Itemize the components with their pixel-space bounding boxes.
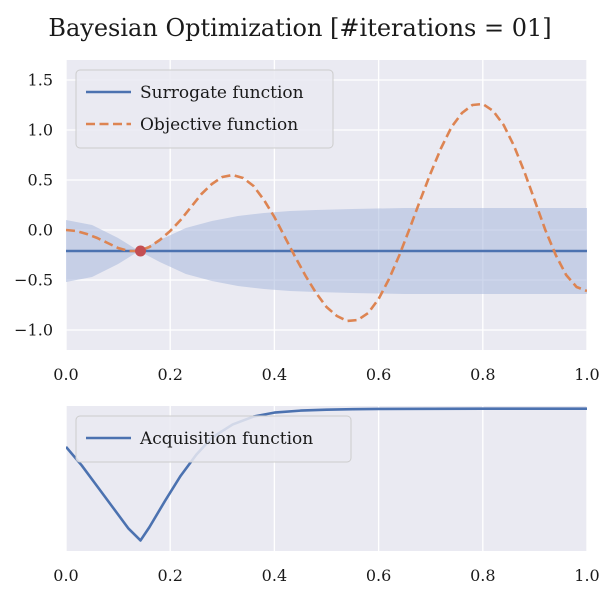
legend-label: Objective function (140, 115, 298, 135)
chart-title: Bayesian Optimization [#iterations = 01] (48, 14, 551, 42)
legend-box (75, 69, 334, 149)
x-tick-label: 0.2 (157, 566, 182, 585)
legend: Surrogate function Objective function (75, 69, 334, 149)
surrogate-panel: 0.0 0.2 0.4 0.6 0.8 1.0 1.5 1.0 0.5 0.0 −0.5 −1.0 Su… (14, 60, 600, 384)
x-tick-label: 0.8 (470, 566, 495, 585)
legend: Acquisition function (75, 415, 352, 463)
x-tick-label: 1.0 (574, 365, 599, 384)
x-tick-label: 0.6 (366, 566, 391, 585)
y-tick-label: 1.0 (28, 121, 53, 140)
y-tick-label: 0.0 (28, 221, 53, 240)
legend-label: Surrogate function (140, 83, 304, 103)
y-tick-label: 1.5 (28, 71, 53, 90)
observation-point (135, 245, 147, 257)
x-tick-label: 1.0 (574, 566, 599, 585)
x-tick-label: 0.0 (53, 365, 78, 384)
x-tick-label: 0.4 (262, 365, 287, 384)
legend-label: Acquisition function (139, 429, 313, 449)
y-tick-label: 0.5 (28, 171, 53, 190)
x-tick-label: 0.4 (262, 566, 287, 585)
y-tick-label: −1.0 (14, 321, 53, 340)
series-line-1 (66, 102, 587, 323)
x-tick-label: 0.0 (53, 566, 78, 585)
x-tick-label: 0.6 (366, 365, 391, 384)
x-tick-label: 0.2 (157, 365, 182, 384)
acquisition-panel: 0.0 0.2 0.4 0.6 0.8 1.0 Acquisition function (53, 406, 600, 585)
y-tick-label: −0.5 (14, 271, 53, 290)
x-tick-label: 0.8 (470, 365, 495, 384)
legend-box (75, 415, 352, 463)
